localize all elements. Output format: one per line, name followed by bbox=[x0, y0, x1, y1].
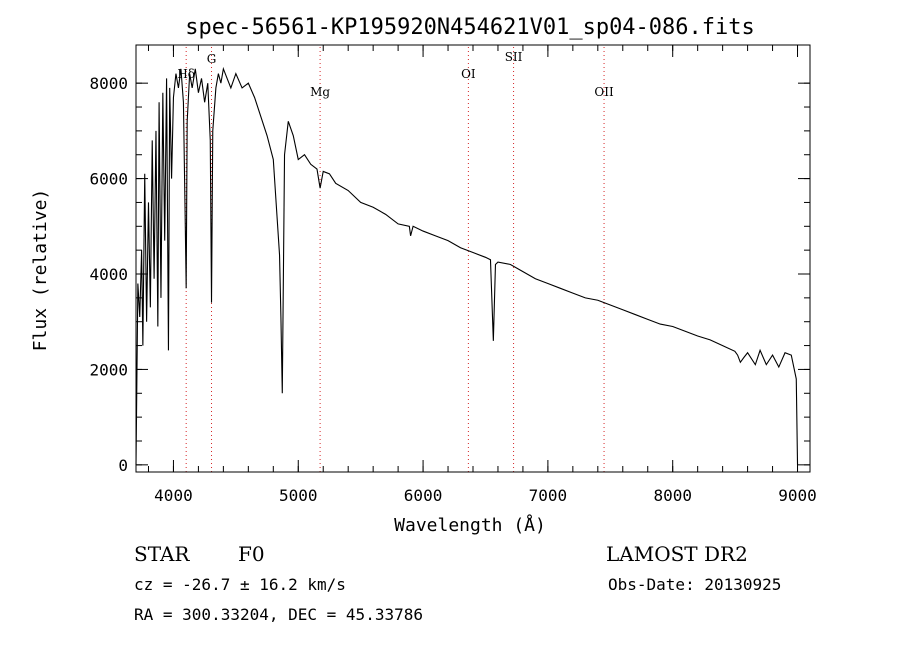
x-tick-label-2: 6000 bbox=[404, 486, 443, 505]
spectral-line-label-3: Mg bbox=[310, 85, 330, 99]
y-tick-label-4: 8000 bbox=[89, 74, 128, 93]
x-tick-label-0: 4000 bbox=[154, 486, 193, 505]
y-tick-label-2: 4000 bbox=[89, 265, 128, 284]
x-tick-label-5: 9000 bbox=[778, 486, 817, 505]
spectrum-line bbox=[135, 66, 799, 465]
spectral-line-label-5: SII bbox=[505, 50, 523, 64]
y-tick-label-1: 2000 bbox=[89, 360, 128, 379]
spectral-line-label-2: G bbox=[207, 52, 217, 66]
x-tick-label-3: 7000 bbox=[529, 486, 568, 505]
plot-frame bbox=[135, 44, 811, 473]
x-tick-label-4: 8000 bbox=[653, 486, 692, 505]
spectral-line-label-4: OI bbox=[461, 67, 476, 81]
y-tick-label-0: 0 bbox=[118, 456, 128, 475]
survey-label: LAMOST DR2 bbox=[606, 542, 748, 566]
chart-title: spec-56561-KP195920N454621V01_sp04-086.f… bbox=[185, 15, 755, 40]
obs-date-label: Obs-Date: 20130925 bbox=[608, 575, 781, 594]
object-type-label: STAR bbox=[134, 542, 190, 566]
x-tick-label-1: 5000 bbox=[279, 486, 318, 505]
spectral-class-label: F0 bbox=[238, 542, 265, 566]
axis-layer: 4000 5000 6000 7000 8000 9000 0 2000 4000 6000 800… bbox=[89, 44, 817, 505]
x-axis-label: Wavelength (Å) bbox=[394, 514, 546, 536]
y-axis-label: Flux (relative) bbox=[30, 189, 51, 352]
coordinates-label: RA = 300.33204, DEC = 45.33786 bbox=[134, 605, 423, 624]
spectral-line-label-6: OII bbox=[594, 85, 614, 99]
redshift-label: cz = -26.7 ± 16.2 km/s bbox=[134, 575, 346, 594]
y-tick-label-3: 6000 bbox=[89, 170, 128, 189]
